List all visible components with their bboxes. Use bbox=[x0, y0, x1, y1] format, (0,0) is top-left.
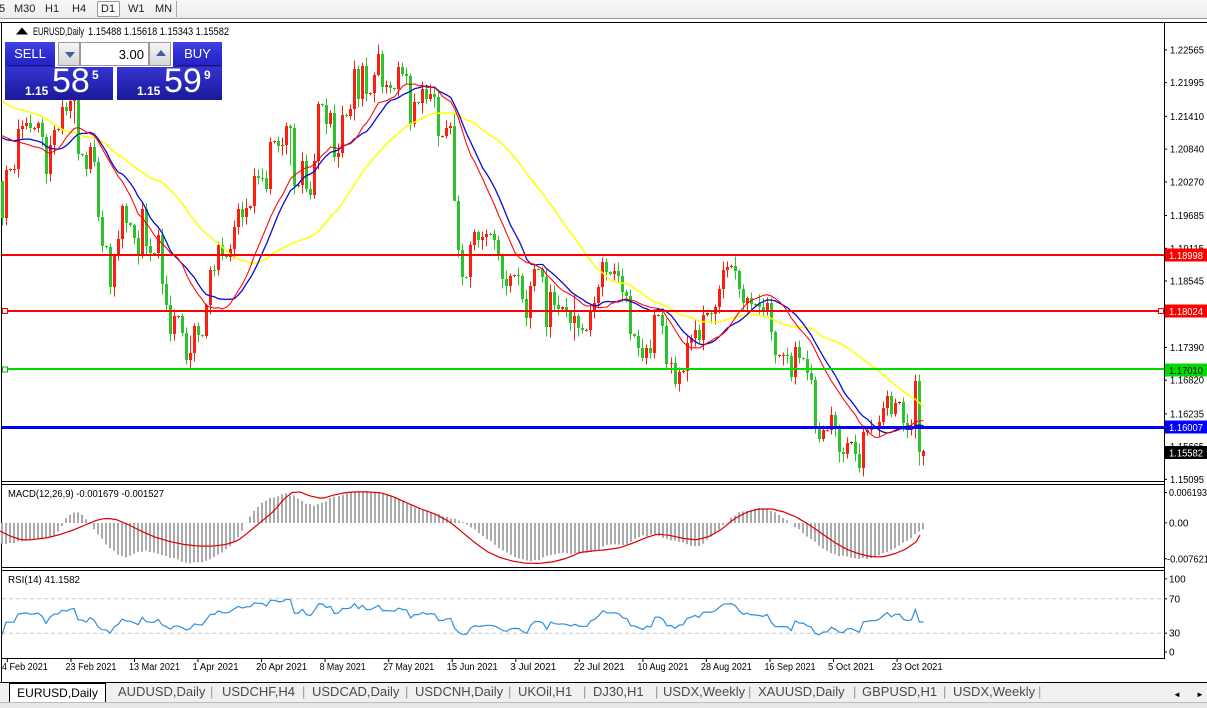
svg-text:RSI(14) 41.1582: RSI(14) 41.1582 bbox=[8, 575, 80, 586]
svg-text:100: 100 bbox=[1169, 574, 1186, 585]
svg-text:-0.007621: -0.007621 bbox=[1167, 554, 1207, 565]
svg-text:1.21410: 1.21410 bbox=[1170, 112, 1204, 123]
svg-text:1.15488 1.15618 1.15343 1.1558: 1.15488 1.15618 1.15343 1.15582 bbox=[88, 26, 229, 38]
svg-text:1.18545: 1.18545 bbox=[1170, 277, 1204, 288]
svg-text:1.20270: 1.20270 bbox=[1170, 177, 1204, 188]
svg-text:15 Jun 2021: 15 Jun 2021 bbox=[447, 662, 498, 673]
svg-text:1.19685: 1.19685 bbox=[1170, 211, 1204, 222]
svg-text:EURUSD,Daily: EURUSD,Daily bbox=[33, 26, 84, 38]
svg-text:16 Sep 2021: 16 Sep 2021 bbox=[765, 662, 816, 673]
svg-text:28 Aug 2021: 28 Aug 2021 bbox=[701, 662, 752, 673]
svg-text:22 Jul 2021: 22 Jul 2021 bbox=[574, 662, 625, 673]
svg-text:30: 30 bbox=[1169, 629, 1181, 640]
svg-text:5 Oct 2021: 5 Oct 2021 bbox=[828, 662, 874, 673]
svg-text:1.21995: 1.21995 bbox=[1170, 78, 1204, 89]
svg-text:1.20840: 1.20840 bbox=[1170, 145, 1204, 156]
svg-text:1.17010: 1.17010 bbox=[1169, 366, 1203, 377]
svg-text:70: 70 bbox=[1169, 594, 1181, 605]
svg-text:27 May 2021: 27 May 2021 bbox=[383, 662, 434, 673]
svg-text:1.16007: 1.16007 bbox=[1169, 423, 1203, 434]
svg-text:1.15582: 1.15582 bbox=[1169, 449, 1203, 460]
svg-text:MACD(12,26,9) -0.001679 -0.001: MACD(12,26,9) -0.001679 -0.001527 bbox=[8, 489, 164, 500]
svg-text:0.00: 0.00 bbox=[1169, 518, 1189, 529]
svg-text:1.22565: 1.22565 bbox=[1170, 45, 1204, 56]
svg-text:3 Jul 2021: 3 Jul 2021 bbox=[510, 662, 556, 673]
svg-text:13 Mar 2021: 13 Mar 2021 bbox=[129, 662, 180, 673]
svg-text:1.16820: 1.16820 bbox=[1170, 376, 1204, 387]
svg-text:23 Oct 2021: 23 Oct 2021 bbox=[892, 662, 943, 673]
svg-text:10 Aug 2021: 10 Aug 2021 bbox=[637, 662, 688, 673]
svg-text:23 Feb 2021: 23 Feb 2021 bbox=[66, 662, 117, 673]
svg-text:1.16235: 1.16235 bbox=[1170, 409, 1204, 420]
svg-text:0.006193: 0.006193 bbox=[1169, 488, 1207, 499]
svg-text:1.17390: 1.17390 bbox=[1170, 343, 1204, 354]
svg-text:0: 0 bbox=[1169, 648, 1175, 659]
svg-text:4 Feb 2021: 4 Feb 2021 bbox=[2, 662, 48, 673]
svg-text:1.15095: 1.15095 bbox=[1170, 475, 1204, 486]
svg-text:20 Apr 2021: 20 Apr 2021 bbox=[256, 662, 307, 673]
svg-text:1 Apr 2021: 1 Apr 2021 bbox=[193, 662, 239, 673]
svg-text:1.18024: 1.18024 bbox=[1169, 307, 1203, 318]
svg-text:1.18998: 1.18998 bbox=[1169, 251, 1203, 262]
svg-text:8 May 2021: 8 May 2021 bbox=[320, 662, 366, 673]
